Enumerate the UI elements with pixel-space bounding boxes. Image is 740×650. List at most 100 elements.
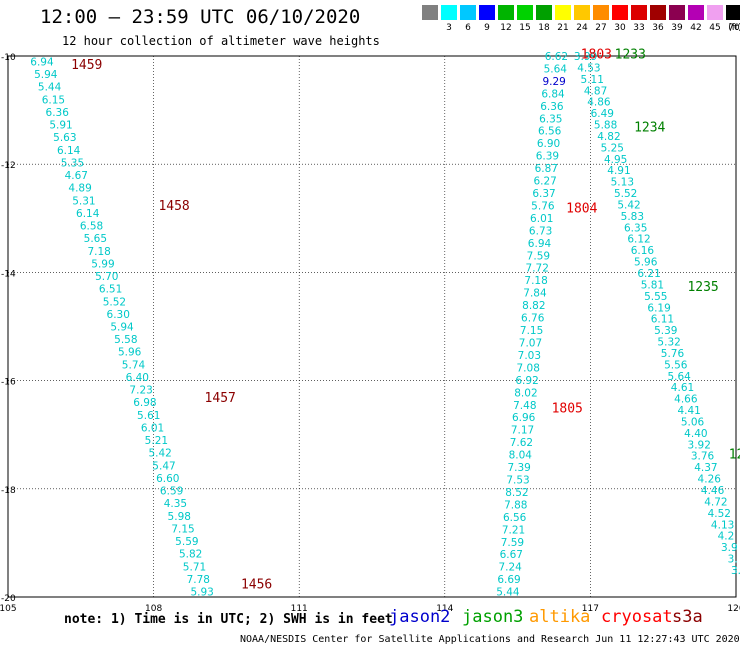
wave-height-value: 6.30 [107, 309, 130, 321]
wave-height-value: 6.59 [160, 486, 183, 498]
legend-swatch [460, 5, 476, 20]
wave-height-value: 5.99 [91, 258, 114, 270]
legend-label: 15 [519, 23, 531, 33]
wave-height-value: 5.42 [617, 199, 640, 211]
wave-height-value: 5.71 [183, 561, 206, 573]
wave-height-value: 5.39 [654, 325, 677, 337]
wave-height-value: 7.24 [498, 562, 522, 574]
legend-label: 70 [728, 23, 740, 33]
legend-swatch [555, 5, 571, 20]
wave-height-value: 5.64 [544, 63, 568, 75]
wave-height-value: 5.94 [34, 69, 58, 81]
wave-height-value: 6.11 [651, 314, 674, 326]
wave-height-value: 6.84 [541, 88, 565, 100]
track-b: 6.625.649.296.846.366.356.566.906.396.87… [496, 51, 568, 599]
wave-height-value: 5.31 [72, 195, 95, 207]
legend-swatch [669, 5, 685, 20]
wave-height-value: 7.59 [501, 537, 524, 549]
wave-height-value: 6.35 [624, 222, 647, 234]
legend-label: 18 [538, 23, 550, 33]
lat-tick-label: -14 [1, 269, 16, 279]
wave-height-value: 6.19 [647, 302, 670, 314]
wave-height-value: 3.9 [721, 542, 738, 554]
wave-height-value: 5.47 [152, 460, 175, 472]
wave-height-value: 5.59 [175, 536, 198, 548]
wave-height-value: 6.36 [540, 101, 564, 113]
wave-height-value: 6.21 [637, 268, 660, 280]
credit-line: NOAA/NESDIS Center for Satellite Applica… [240, 634, 740, 645]
wave-height-value: 7.39 [507, 462, 530, 474]
wave-height-value: 4.95 [604, 154, 627, 166]
legend-label: 42 [690, 23, 702, 33]
wave-height-value: 5.64 [667, 371, 691, 383]
legend-label: 24 [576, 23, 588, 33]
page-subtitle: 12 hour collection of altimeter wave hei… [62, 34, 380, 48]
legend-swatch [479, 5, 495, 20]
lat-tick-label: -12 [1, 161, 16, 171]
wave-height-value: 4.91 [607, 165, 630, 177]
wave-height-value: 6.51 [99, 284, 122, 296]
wave-height-value: 5.74 [122, 359, 146, 371]
legend-label: 36 [652, 23, 664, 33]
wave-height-value: 7.88 [504, 499, 527, 511]
wave-height-value: 5.94 [110, 322, 134, 334]
wave-height-value: 5.65 [84, 233, 107, 245]
wave-height-value: 5.58 [114, 334, 137, 346]
legend-swatch [707, 5, 723, 20]
lat-tick-label: -10 [1, 53, 16, 63]
wave-height-value: 5.55 [644, 291, 667, 303]
legend-label: 12 [500, 23, 512, 33]
wave-height-value: 3.76 [691, 451, 715, 463]
lat-tick-label: -18 [1, 486, 16, 496]
wave-height-value: 6.62 [545, 51, 568, 63]
wave-height-value: 5.52 [614, 188, 637, 200]
wave-height-value: 6.76 [521, 313, 545, 325]
wave-height-value: 5.83 [621, 211, 644, 223]
wave-height-value: 5.76 [661, 348, 685, 360]
legend-swatch [593, 5, 609, 20]
legend-swatch [422, 5, 438, 20]
legend-swatch [517, 5, 533, 20]
wave-height-value: 4.2 [718, 531, 735, 543]
wave-height-value: 7.15 [171, 523, 194, 535]
wave-height-value: 3. [731, 565, 740, 577]
pass-time-label: 1803 [581, 47, 612, 62]
wave-height-value: 6.90 [537, 138, 560, 150]
wave-height-value: 6.49 [591, 108, 614, 120]
legend-label: 6 [465, 23, 471, 33]
legend-swatch [726, 5, 740, 20]
wave-height-value: 4.86 [587, 97, 611, 109]
wave-height-value: 6.98 [133, 397, 156, 409]
wave-height-value: 5.82 [179, 549, 202, 561]
wave-height-value: 6.73 [529, 225, 552, 237]
wave-height-value: 7.18 [87, 246, 110, 258]
pass-time-label: 1456 [241, 577, 272, 592]
wave-height-value: 7.21 [502, 524, 525, 536]
wave-height-value: 4.89 [68, 183, 91, 195]
wave-height-value: 9.29 [542, 76, 565, 88]
wave-height-value: 5.70 [95, 271, 118, 283]
wave-height-value: 6.35 [539, 113, 562, 125]
wave-height-value: 5.76 [531, 200, 555, 212]
wave-height-value: 8.82 [522, 300, 545, 312]
wave-height-value: 8.52 [505, 487, 528, 499]
pass-time-label: 1457 [205, 391, 236, 406]
lon-tick-label: 114 [436, 604, 453, 614]
wave-height-value: 5.96 [634, 257, 658, 269]
lon-tick-label: 108 [145, 604, 162, 614]
wave-height-value: 5.52 [103, 296, 126, 308]
wave-height-value: 7.53 [506, 474, 529, 486]
legend-label: 21 [557, 23, 569, 33]
pass-time-label: 1804 [566, 201, 597, 216]
wave-height-value: 5.63 [53, 132, 76, 144]
lon-tick-label: 120 [727, 604, 740, 614]
wave-height-value: 6.27 [533, 176, 556, 188]
wave-height-value: 4.87 [584, 85, 607, 97]
pass-time-label: 1459 [71, 58, 102, 73]
legend-label: 3 [446, 23, 452, 33]
wave-height-value: 6.87 [535, 163, 558, 175]
wave-height-value: 5.91 [49, 120, 72, 132]
wave-height-value: 6.14 [57, 145, 81, 157]
wave-height-value: 4.46 [701, 485, 725, 497]
